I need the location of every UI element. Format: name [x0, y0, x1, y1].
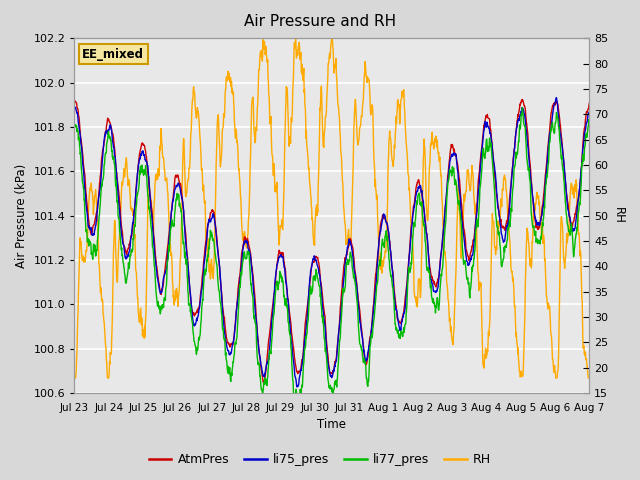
Y-axis label: RH: RH: [612, 207, 625, 224]
Legend: AtmPres, li75_pres, li77_pres, RH: AtmPres, li75_pres, li77_pres, RH: [144, 448, 496, 471]
Text: Air Pressure and RH: Air Pressure and RH: [244, 14, 396, 29]
X-axis label: Time: Time: [317, 419, 346, 432]
Y-axis label: Air Pressure (kPa): Air Pressure (kPa): [15, 164, 28, 268]
Text: EE_mixed: EE_mixed: [82, 48, 144, 61]
